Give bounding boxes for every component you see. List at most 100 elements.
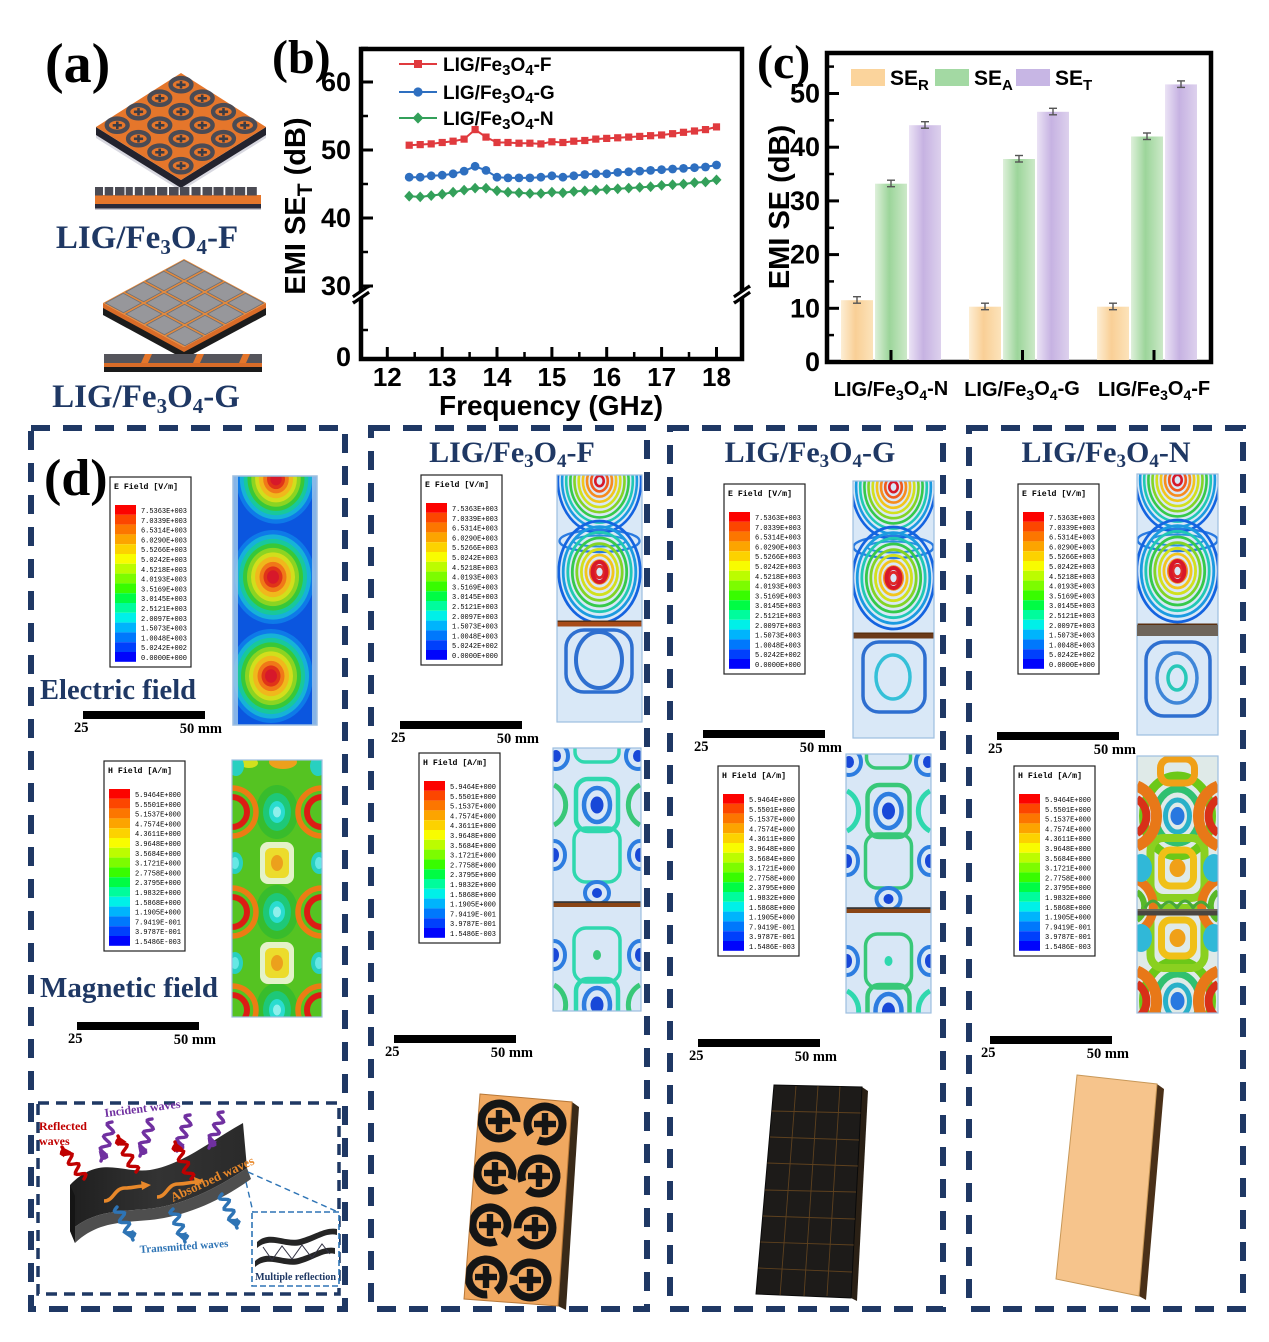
svg-text:50: 50 bbox=[790, 79, 820, 109]
svg-text:25: 25 bbox=[981, 1045, 996, 1061]
svg-text:17: 17 bbox=[647, 362, 676, 392]
svg-text:3.0145E+003: 3.0145E+003 bbox=[755, 603, 801, 611]
svg-text:7.0339E+003: 7.0339E+003 bbox=[1049, 525, 1095, 533]
svg-text:30: 30 bbox=[321, 271, 351, 301]
svg-text:3.9648E+000: 3.9648E+000 bbox=[450, 833, 496, 841]
svg-text:H Field [A/m]: H Field [A/m] bbox=[423, 758, 487, 768]
svg-text:7.9419E-001: 7.9419E-001 bbox=[749, 924, 796, 932]
svg-text:5.5501E+000: 5.5501E+000 bbox=[450, 794, 496, 802]
svg-text:25: 25 bbox=[988, 741, 1003, 757]
svg-text:1.5868E+000: 1.5868E+000 bbox=[450, 892, 496, 900]
svg-text:1.1905E+000: 1.1905E+000 bbox=[1045, 915, 1091, 923]
svg-text:LIG/Fe3O4-N: LIG/Fe3O4-N bbox=[443, 109, 554, 133]
svg-text:0.0000E+000: 0.0000E+000 bbox=[452, 653, 498, 661]
svg-text:1.1905E+000: 1.1905E+000 bbox=[135, 910, 181, 918]
svg-text:1.9832E+000: 1.9832E+000 bbox=[135, 890, 181, 898]
svg-text:7.0339E+003: 7.0339E+003 bbox=[755, 525, 801, 533]
svg-text:50: 50 bbox=[321, 135, 351, 165]
svg-text:(c): (c) bbox=[757, 36, 810, 89]
svg-text:7.5363E+003: 7.5363E+003 bbox=[452, 506, 498, 514]
svg-text:0.0000E+000: 0.0000E+000 bbox=[755, 662, 801, 670]
svg-text:1.5073E+003: 1.5073E+003 bbox=[141, 626, 187, 634]
svg-text:LIG/Fe3O4-N: LIG/Fe3O4-N bbox=[1022, 436, 1191, 472]
svg-text:5.1537E+000: 5.1537E+000 bbox=[450, 804, 496, 812]
svg-text:6.5314E+003: 6.5314E+003 bbox=[141, 528, 187, 536]
svg-text:4.7574E+000: 4.7574E+000 bbox=[450, 813, 496, 821]
svg-text:4.3611E+000: 4.3611E+000 bbox=[450, 823, 496, 831]
svg-text:40: 40 bbox=[321, 203, 351, 233]
svg-text:3.9787E-001: 3.9787E-001 bbox=[135, 929, 182, 937]
svg-text:6.5314E+003: 6.5314E+003 bbox=[1049, 535, 1095, 543]
svg-text:1.0048E+003: 1.0048E+003 bbox=[452, 633, 498, 641]
svg-text:7.5363E+003: 7.5363E+003 bbox=[1049, 515, 1095, 523]
svg-text:5.5266E+003: 5.5266E+003 bbox=[141, 547, 187, 555]
svg-text:LIG/Fe3O4-F: LIG/Fe3O4-F bbox=[1098, 378, 1210, 403]
svg-text:1.5868E+000: 1.5868E+000 bbox=[1045, 905, 1091, 913]
svg-text:25: 25 bbox=[74, 720, 89, 736]
svg-text:40: 40 bbox=[790, 132, 820, 162]
svg-text:0.0000E+000: 0.0000E+000 bbox=[1049, 662, 1095, 670]
svg-text:7.9419E-001: 7.9419E-001 bbox=[450, 911, 497, 919]
svg-text:1.5868E+000: 1.5868E+000 bbox=[749, 905, 795, 913]
svg-text:1.5073E+003: 1.5073E+003 bbox=[452, 624, 498, 632]
svg-text:(b): (b) bbox=[272, 31, 331, 84]
svg-text:6.0290E+003: 6.0290E+003 bbox=[452, 535, 498, 543]
svg-text:3.5169E+003: 3.5169E+003 bbox=[755, 593, 801, 601]
svg-text:1.9832E+000: 1.9832E+000 bbox=[450, 882, 496, 890]
svg-text:3.9648E+000: 3.9648E+000 bbox=[749, 846, 795, 854]
svg-text:3.5169E+003: 3.5169E+003 bbox=[141, 586, 187, 594]
svg-text:(d): (d) bbox=[44, 450, 108, 507]
svg-text:18: 18 bbox=[702, 362, 731, 392]
svg-text:3.5684E+000: 3.5684E+000 bbox=[749, 856, 795, 864]
svg-text:Incident waves: Incident waves bbox=[104, 1097, 182, 1120]
svg-text:7.9419E-001: 7.9419E-001 bbox=[135, 919, 182, 927]
svg-text:2.0097E+003: 2.0097E+003 bbox=[452, 614, 498, 622]
svg-text:3.9787E-001: 3.9787E-001 bbox=[749, 934, 796, 942]
svg-text:3.1721E+000: 3.1721E+000 bbox=[450, 853, 496, 861]
svg-text:25: 25 bbox=[391, 730, 406, 746]
svg-text:3.1721E+000: 3.1721E+000 bbox=[135, 861, 181, 869]
svg-text:5.5266E+003: 5.5266E+003 bbox=[1049, 554, 1095, 562]
svg-text:Reflected: Reflected bbox=[39, 1119, 87, 1133]
svg-text:6.5314E+003: 6.5314E+003 bbox=[755, 535, 801, 543]
svg-text:4.7574E+000: 4.7574E+000 bbox=[135, 821, 181, 829]
svg-text:1.9832E+000: 1.9832E+000 bbox=[749, 895, 795, 903]
svg-text:5.5501E+000: 5.5501E+000 bbox=[135, 802, 181, 810]
svg-text:Multiple reflection: Multiple reflection bbox=[255, 1272, 336, 1283]
svg-text:1.5868E+000: 1.5868E+000 bbox=[135, 900, 181, 908]
svg-text:H Field [A/m]: H Field [A/m] bbox=[722, 771, 786, 781]
svg-text:5.1537E+000: 5.1537E+000 bbox=[135, 812, 181, 820]
svg-text:7.0339E+003: 7.0339E+003 bbox=[452, 516, 498, 524]
svg-text:3.5684E+000: 3.5684E+000 bbox=[135, 851, 181, 859]
svg-text:2.7758E+000: 2.7758E+000 bbox=[1045, 875, 1091, 883]
svg-text:2.0097E+003: 2.0097E+003 bbox=[755, 623, 801, 631]
svg-text:4.5218E+003: 4.5218E+003 bbox=[452, 565, 498, 573]
svg-text:0.0000E+000: 0.0000E+000 bbox=[141, 655, 187, 663]
svg-text:(a): (a) bbox=[45, 33, 110, 95]
svg-text:5.0242E+003: 5.0242E+003 bbox=[452, 555, 498, 563]
svg-text:7.9419E-001: 7.9419E-001 bbox=[1045, 924, 1092, 932]
svg-text:25: 25 bbox=[689, 1048, 704, 1064]
svg-text:LIG/Fe3O4-G: LIG/Fe3O4-G bbox=[725, 436, 896, 472]
svg-text:Frequency (GHz): Frequency (GHz) bbox=[439, 390, 663, 421]
svg-text:25: 25 bbox=[694, 739, 709, 755]
svg-text:EMI SET (dB): EMI SET (dB) bbox=[280, 117, 317, 294]
svg-text:E Field [V/m]: E Field [V/m] bbox=[114, 482, 178, 492]
svg-text:E Field [V/m]: E Field [V/m] bbox=[425, 480, 489, 490]
svg-text:2.0097E+003: 2.0097E+003 bbox=[1049, 623, 1095, 631]
svg-text:2.5121E+003: 2.5121E+003 bbox=[141, 606, 187, 614]
svg-text:6.0290E+003: 6.0290E+003 bbox=[1049, 544, 1095, 552]
svg-text:3.5684E+000: 3.5684E+000 bbox=[1045, 856, 1091, 864]
svg-text:7.0339E+003: 7.0339E+003 bbox=[141, 518, 187, 526]
svg-text:1.5073E+003: 1.5073E+003 bbox=[1049, 633, 1095, 641]
svg-text:1.0048E+003: 1.0048E+003 bbox=[1049, 642, 1095, 650]
svg-text:4.5218E+003: 4.5218E+003 bbox=[755, 574, 801, 582]
svg-text:3.9648E+000: 3.9648E+000 bbox=[1045, 846, 1091, 854]
svg-text:Electric field: Electric field bbox=[40, 675, 196, 706]
svg-text:H Field [A/m]: H Field [A/m] bbox=[1018, 771, 1082, 781]
svg-text:7.5363E+003: 7.5363E+003 bbox=[755, 515, 801, 523]
svg-text:waves: waves bbox=[39, 1134, 70, 1148]
svg-text:4.3611E+000: 4.3611E+000 bbox=[1045, 836, 1091, 844]
svg-text:5.0242E+003: 5.0242E+003 bbox=[1049, 564, 1095, 572]
svg-text:5.0242E+003: 5.0242E+003 bbox=[755, 564, 801, 572]
